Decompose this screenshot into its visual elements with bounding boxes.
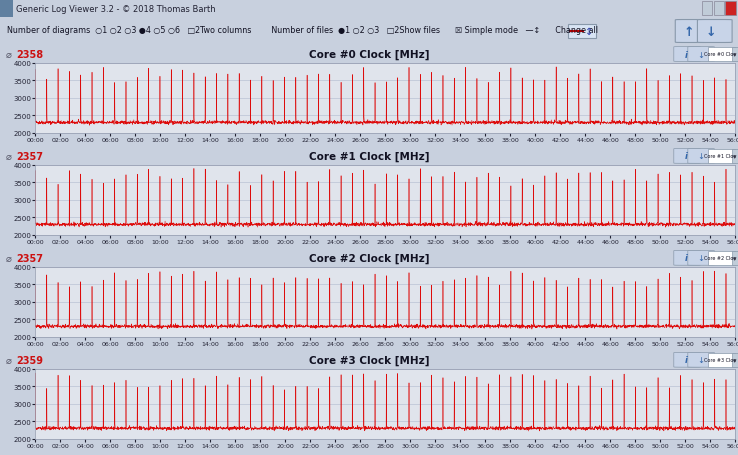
FancyBboxPatch shape bbox=[697, 20, 732, 43]
Text: i: i bbox=[685, 51, 688, 59]
FancyBboxPatch shape bbox=[688, 47, 714, 62]
Text: ↓: ↓ bbox=[697, 355, 705, 364]
FancyBboxPatch shape bbox=[688, 149, 714, 164]
Bar bbox=[0, 0, 13, 18]
Text: ▾: ▾ bbox=[734, 357, 737, 363]
Text: ↓: ↓ bbox=[706, 25, 716, 38]
Text: Core #0 Clock [MHz]: Core #0 Clock [MHz] bbox=[308, 50, 430, 60]
Text: i: i bbox=[685, 355, 688, 364]
Bar bbox=[732, 251, 738, 265]
Text: Generic Log Viewer 3.2 - © 2018 Thomas Barth: Generic Log Viewer 3.2 - © 2018 Thomas B… bbox=[16, 5, 215, 14]
Bar bbox=[732, 353, 738, 367]
FancyBboxPatch shape bbox=[674, 149, 700, 164]
Bar bbox=[708, 353, 735, 367]
Text: Core #1 Clock [MHz]: Core #1 Clock [MHz] bbox=[308, 152, 430, 162]
Text: Core #0 Cloc: Core #0 Cloc bbox=[703, 52, 736, 57]
FancyBboxPatch shape bbox=[674, 251, 700, 266]
Text: 2357: 2357 bbox=[16, 253, 44, 263]
Bar bbox=[708, 251, 735, 265]
Text: ↓: ↓ bbox=[697, 254, 705, 263]
Bar bbox=[732, 149, 738, 164]
Text: 2359: 2359 bbox=[16, 355, 44, 365]
Text: Core #2 Cloc: Core #2 Cloc bbox=[703, 256, 736, 261]
Text: ⌀: ⌀ bbox=[6, 152, 12, 162]
Text: ↕: ↕ bbox=[585, 27, 593, 37]
Bar bbox=[725, 2, 736, 16]
Text: 2358: 2358 bbox=[16, 50, 44, 60]
Text: Core #3 Cloc: Core #3 Cloc bbox=[703, 358, 736, 363]
Bar bbox=[732, 48, 738, 62]
FancyBboxPatch shape bbox=[688, 251, 714, 266]
Text: Core #2 Clock [MHz]: Core #2 Clock [MHz] bbox=[308, 253, 430, 263]
Bar bbox=[702, 2, 712, 16]
Bar bbox=[708, 149, 735, 164]
Text: Number of diagrams  ○1 ○2 ○3 ●4 ○5 ○6   □2Two columns        Number of files  ●1: Number of diagrams ○1 ○2 ○3 ●4 ○5 ○6 □2T… bbox=[7, 26, 599, 35]
FancyBboxPatch shape bbox=[674, 353, 700, 367]
Bar bbox=[714, 2, 724, 16]
Text: i: i bbox=[685, 152, 688, 161]
Text: Core #3 Clock [MHz]: Core #3 Clock [MHz] bbox=[308, 355, 430, 365]
Text: Core #1 Cloc: Core #1 Cloc bbox=[703, 154, 736, 159]
Text: ▾: ▾ bbox=[734, 52, 737, 58]
Text: ↓: ↓ bbox=[697, 51, 705, 59]
Text: i: i bbox=[685, 254, 688, 263]
Text: ⌀: ⌀ bbox=[6, 50, 12, 60]
Bar bbox=[568, 25, 596, 39]
FancyBboxPatch shape bbox=[674, 47, 700, 62]
Text: ↓: ↓ bbox=[697, 152, 705, 161]
FancyBboxPatch shape bbox=[675, 20, 710, 43]
Text: ▾: ▾ bbox=[734, 154, 737, 160]
Text: ↑: ↑ bbox=[683, 25, 694, 38]
Bar bbox=[708, 48, 735, 62]
Text: ⌀: ⌀ bbox=[6, 355, 12, 365]
FancyBboxPatch shape bbox=[688, 353, 714, 367]
Text: 2357: 2357 bbox=[16, 152, 44, 162]
Text: ⌀: ⌀ bbox=[6, 253, 12, 263]
Text: ▾: ▾ bbox=[734, 255, 737, 261]
